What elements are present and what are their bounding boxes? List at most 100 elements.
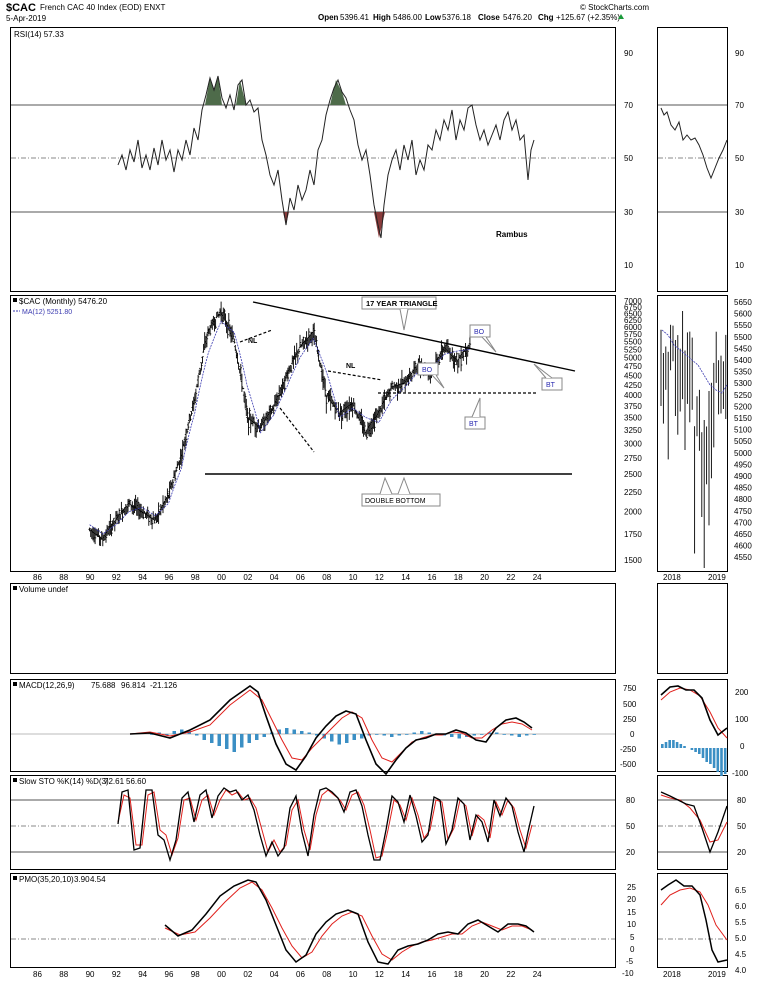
triangle-trendline (252, 301, 576, 372)
macd-hist-bar (495, 732, 499, 734)
symbol: $CAC (6, 2, 36, 14)
x-tick: 10 (349, 970, 358, 979)
price-tick: 1500 (624, 556, 642, 565)
price-bar (240, 373, 244, 392)
macd-histogram (150, 728, 536, 752)
price-tick: 5750 (624, 330, 642, 339)
price-bars (88, 301, 472, 547)
svg-text:100: 100 (735, 715, 749, 724)
price-bar (120, 501, 123, 515)
svg-text:80: 80 (626, 796, 635, 805)
price-tick-right: 5550 (734, 321, 752, 330)
rsi-overbought-fill-3 (330, 80, 346, 105)
svg-text:0: 0 (740, 742, 745, 751)
x-tick: 18 (454, 573, 463, 582)
macd-hist-bar-right (661, 744, 664, 748)
price-tick: 2500 (624, 470, 642, 479)
price-bar (351, 402, 354, 418)
price-bar (295, 342, 298, 358)
macd-panel (10, 679, 616, 772)
macd-chart: MACD(12,26,9) 75.688 96.814 -21.126 750 5… (11, 681, 749, 778)
price-bar (234, 345, 237, 351)
macd-hist-bar (225, 734, 229, 749)
svg-text:0: 0 (630, 730, 635, 739)
price-bar (233, 338, 236, 344)
macd-hist-bar (180, 729, 184, 734)
price-tick: 4000 (624, 391, 642, 400)
bo-annotation-1: BO (422, 367, 433, 374)
macd-hist-bar-right (694, 748, 697, 752)
x-axis-price: 86 88 90 92 94 96 98 00 02 04 06 08 10 12 14 16 18 20 22 24… (33, 573, 726, 582)
price-label: $CAC (Monthly) 5476.20 (19, 297, 108, 306)
x-tick: 00 (217, 970, 226, 979)
x-tick: 94 (138, 573, 147, 582)
bt-annotation-1: BT (469, 421, 479, 428)
ma-line (89, 320, 470, 535)
sto-panel-right (657, 775, 728, 870)
price-tick: 6750 (624, 303, 642, 312)
macd-hist-bar (345, 734, 349, 743)
x-tick: 14 (401, 970, 410, 979)
price-bar (237, 362, 240, 370)
x-tick-right: 2018 (663, 970, 681, 979)
pmo-panel-right (657, 873, 728, 968)
pmo-ticks: 25 20 15 10 5 0 -5 -10 6.5 6.0 5.5 5.0 4.5 4.0 (622, 883, 747, 978)
macd-signal-right (660, 687, 728, 739)
price-bar (446, 339, 450, 354)
x-tick: 06 (296, 573, 305, 582)
x-tick-right: 2019 (708, 970, 726, 979)
price-tick: 3250 (624, 426, 642, 435)
price-bar (128, 500, 132, 505)
price-bar (307, 328, 310, 346)
rsi-panel (10, 27, 616, 292)
svg-text:20: 20 (627, 895, 636, 904)
rsi-ticks: 90 70 50 30 10 90 70 50 30 10 (624, 49, 744, 270)
x-tick: 88 (59, 970, 68, 979)
volume-panel (10, 583, 616, 674)
macd-hist-bar (525, 734, 529, 736)
rsi-line-right (660, 107, 728, 180)
price-bar (293, 345, 296, 360)
pmo-line (164, 879, 535, 965)
macd-hist-bar-right (675, 742, 679, 748)
svg-text:70: 70 (735, 101, 744, 110)
x-tick: 98 (191, 573, 200, 582)
price-bar (365, 429, 368, 440)
price-tick-right: 4950 (734, 460, 752, 469)
svg-text:20: 20 (626, 848, 635, 857)
low-value: 5376.18 (442, 13, 471, 22)
svg-text:250: 250 (623, 715, 637, 724)
x-tick: 86 (33, 970, 42, 979)
price-tick-right: 5350 (734, 368, 752, 377)
price-bar (236, 352, 239, 364)
up-arrow-icon (618, 14, 624, 19)
date-label: 5-Apr-2019 (6, 14, 47, 23)
price-panel-right (657, 295, 728, 572)
rsi-overbought-fill-2 (236, 80, 246, 105)
macd-hist-bar (285, 728, 289, 734)
macd-hist-bar (532, 734, 536, 735)
nl-annotation-1: NL (248, 338, 258, 345)
price-tick: 7000 (624, 297, 642, 306)
pmo-line-right (660, 879, 728, 963)
price-bar (335, 402, 338, 414)
price-bar (345, 400, 349, 422)
macd-hist-bar-right (690, 748, 694, 750)
macd-hist-bar (165, 734, 169, 736)
watermark: © StockCharts.com (580, 3, 649, 12)
price-bar (302, 336, 305, 350)
price-bar (88, 527, 91, 532)
price-panel (10, 295, 616, 572)
x-tick: 02 (243, 970, 252, 979)
macd-hist-bar (315, 734, 319, 736)
svg-text:10: 10 (624, 261, 633, 270)
svg-text:6.0: 6.0 (735, 902, 747, 911)
x-tick: 22 (506, 573, 515, 582)
neckline-1 (239, 329, 273, 343)
neckline-1b (279, 407, 315, 453)
price-bar (283, 375, 286, 392)
sto-d-right (660, 794, 728, 843)
macd-hist-bar (337, 734, 341, 745)
x-tick: 86 (33, 573, 42, 582)
sto-value-2: 56.60 (126, 777, 147, 786)
